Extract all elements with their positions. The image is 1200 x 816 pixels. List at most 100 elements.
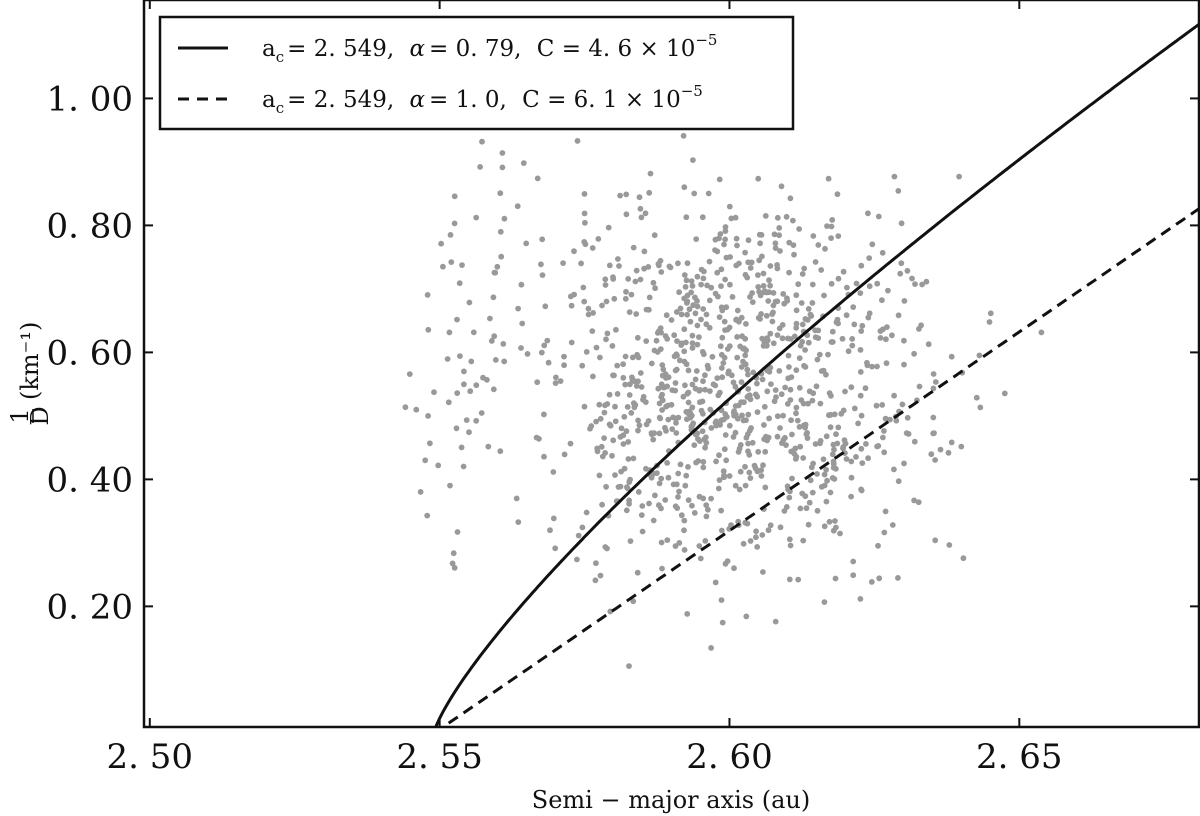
scatter-point xyxy=(987,310,994,317)
scatter-point xyxy=(646,189,653,196)
scatter-point xyxy=(716,235,722,242)
scatter-point xyxy=(719,334,726,341)
scatter-point xyxy=(839,335,846,342)
scatter-point xyxy=(580,284,587,291)
scatter-point xyxy=(672,543,679,549)
scatter-point xyxy=(800,400,807,407)
scatter-point xyxy=(807,477,814,484)
scatter-point xyxy=(824,477,830,484)
y-tick-label: 0. 80 xyxy=(46,206,133,246)
scatter-point xyxy=(612,418,619,425)
scatter-point xyxy=(800,455,807,461)
scatter-point xyxy=(696,543,703,549)
scatter-point xyxy=(747,294,753,300)
scatter-point xyxy=(683,472,690,479)
scatter-point xyxy=(791,251,797,258)
scatter-point xyxy=(788,417,794,424)
scatter-point xyxy=(698,316,704,323)
scatter-point xyxy=(538,261,544,268)
scatter-point xyxy=(931,430,937,436)
scatter-point xyxy=(895,312,902,319)
scatter-point xyxy=(734,354,741,361)
scatter-point xyxy=(805,521,812,528)
scatter-point xyxy=(793,367,800,373)
scatter-point xyxy=(724,346,731,352)
scatter-point xyxy=(601,409,608,416)
scatter-point xyxy=(772,387,779,393)
fit-line-dashed xyxy=(440,206,1199,727)
scatter-point xyxy=(696,387,703,394)
scatter-point xyxy=(515,519,522,525)
scatter-point xyxy=(814,356,821,363)
scatter-point xyxy=(698,281,704,288)
scatter-point xyxy=(683,277,690,284)
scatter-point xyxy=(823,466,829,473)
scatter-point xyxy=(796,384,803,391)
scatter-point xyxy=(700,378,706,385)
scatter-point xyxy=(795,576,802,583)
scatter-point xyxy=(623,211,630,218)
scatter-point xyxy=(625,276,632,282)
scatter-point xyxy=(706,297,713,304)
scatter-point xyxy=(542,303,549,310)
scatter-point xyxy=(727,254,733,260)
scatter-point xyxy=(678,340,685,347)
scatter-point xyxy=(629,354,636,361)
scatter-point xyxy=(696,438,703,444)
scatter-point xyxy=(784,483,791,490)
axis-ticks: 2. 50 2. 55 2. 60 2. 65 0. 20 0. 40 0. 60 0. 80… xyxy=(46,0,1199,777)
scatter-point xyxy=(620,441,627,447)
scatter-point xyxy=(976,352,983,359)
scatter-point xyxy=(581,191,588,197)
scatter-point xyxy=(578,260,584,267)
scatter-point xyxy=(669,387,676,393)
scatter-point xyxy=(762,213,769,219)
scatter-point xyxy=(595,236,602,242)
scatter-point xyxy=(609,452,615,459)
scatter-point xyxy=(833,319,840,326)
scatter-point xyxy=(930,371,937,377)
scatter-point xyxy=(760,270,767,277)
scatter-point xyxy=(728,372,735,379)
scatter-point xyxy=(743,613,750,620)
scatter-point xyxy=(801,422,808,429)
scatter-point xyxy=(700,495,707,502)
scatter-point xyxy=(799,271,806,277)
scatter-point xyxy=(895,478,902,485)
scatter-point xyxy=(754,544,761,550)
scatter-point xyxy=(534,175,541,182)
scatter-point xyxy=(758,311,764,317)
scatter-point xyxy=(552,380,559,386)
scatter-point xyxy=(651,232,658,239)
scatter-point xyxy=(627,476,633,483)
scatter-point xyxy=(772,245,779,252)
scatter-point xyxy=(784,401,791,407)
scatter-point xyxy=(761,403,768,410)
scatter-point xyxy=(674,338,680,344)
scatter-point xyxy=(685,464,691,470)
scatter-point xyxy=(829,475,836,481)
scatter-point xyxy=(702,386,708,393)
scatter-point xyxy=(887,416,893,423)
scatter-point xyxy=(901,361,907,368)
scatter-point xyxy=(599,302,605,309)
scatter-point xyxy=(610,437,617,444)
scatter-point xyxy=(745,371,751,378)
scatter-point xyxy=(560,260,566,266)
scatter-point xyxy=(417,489,424,495)
scatter-point xyxy=(774,262,780,268)
scatter-point xyxy=(448,259,455,265)
scatter-point xyxy=(413,406,420,413)
scatter-point xyxy=(898,220,905,227)
scatter-point xyxy=(778,391,785,398)
scatter-point xyxy=(689,502,695,509)
scatter-point xyxy=(883,360,890,367)
scatter-point xyxy=(849,336,856,342)
scatter-point xyxy=(700,464,707,471)
scatter-point xyxy=(742,463,748,470)
scatter-point xyxy=(721,318,728,325)
scatter-point xyxy=(726,473,733,479)
scatter-point xyxy=(722,432,729,438)
scatter-point xyxy=(821,292,827,299)
scatter-point xyxy=(774,332,781,338)
